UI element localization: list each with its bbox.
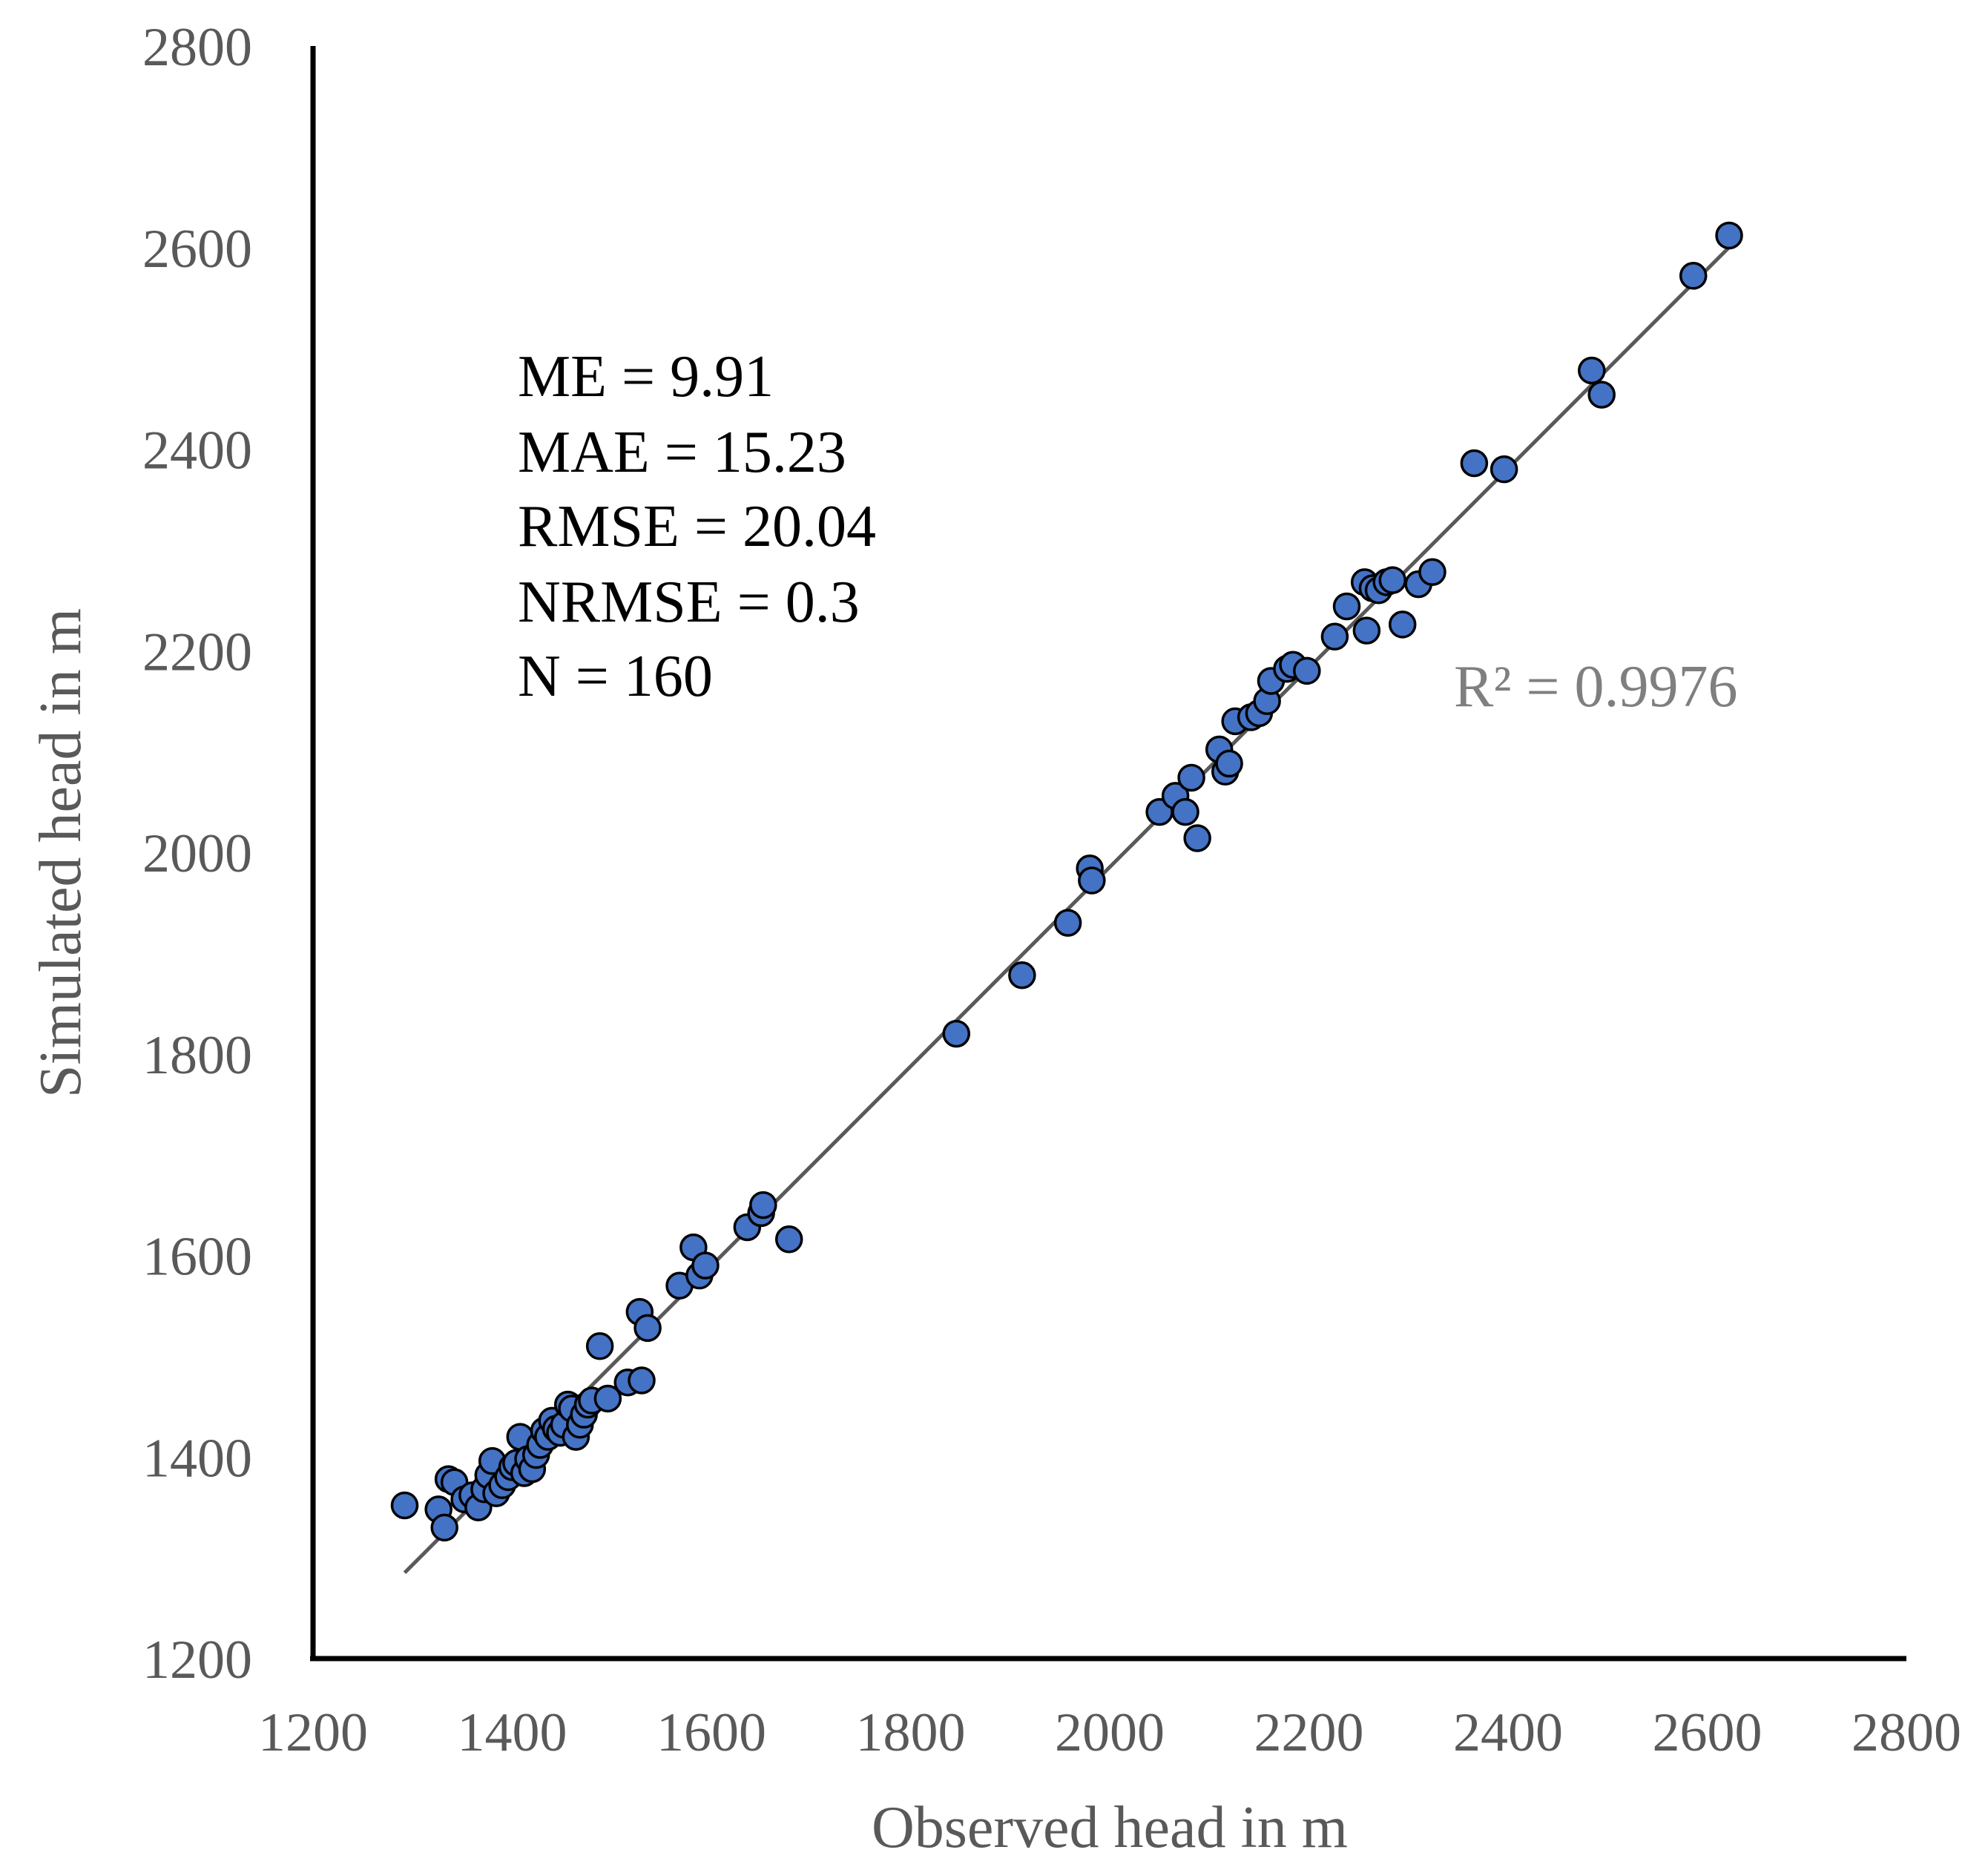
y-axis-title: Simulated head in m: [28, 608, 93, 1098]
x-tick-label: 1600: [656, 1702, 766, 1763]
y-tick-label: 1400: [142, 1428, 252, 1489]
data-point: [1215, 749, 1243, 778]
y-tick-labels: 1200 1400 1600 1800 2000 2200 2400 2600 2800: [142, 17, 252, 1690]
data-point: [1715, 221, 1743, 250]
stats-box: ME = 9.91 MAE = 15.23 RMSE = 20.04 NRMSE…: [518, 344, 876, 709]
stat-mae: MAE = 15.23: [518, 420, 846, 485]
x-tick-label: 2200: [1254, 1702, 1364, 1763]
stat-n: N = 160: [518, 644, 713, 709]
x-tick-label: 1200: [258, 1702, 368, 1763]
data-point: [593, 1384, 622, 1413]
stat-nrmse: NRMSE = 0.3: [518, 570, 860, 635]
axes: [310, 46, 1906, 1662]
data-point: [1078, 866, 1106, 895]
data-point: [1578, 356, 1606, 385]
data-point: [1378, 566, 1407, 594]
y-tick-label: 2200: [142, 622, 252, 682]
data-point: [1008, 961, 1036, 990]
x-tick-label: 2800: [1852, 1702, 1961, 1763]
data-point: [749, 1191, 777, 1219]
data-point: [628, 1366, 656, 1395]
y-tick-label: 1200: [142, 1630, 252, 1690]
data-point: [1679, 262, 1708, 290]
x-tick-labels: 1200 1400 1600 1800 2000 2200 2400 2600 2800: [258, 1702, 1961, 1763]
stat-rmse: RMSE = 20.04: [518, 494, 876, 559]
data-point: [1053, 909, 1082, 937]
data-point: [585, 1332, 614, 1360]
data-point: [1490, 455, 1518, 484]
data-point: [1352, 616, 1381, 645]
x-tick-label: 2600: [1653, 1702, 1762, 1763]
x-axis-title: Observed head in m: [872, 1795, 1348, 1860]
y-tick-label: 2800: [142, 17, 252, 78]
x-tick-label: 1400: [458, 1702, 567, 1763]
data-point: [1418, 558, 1446, 587]
data-point: [691, 1251, 720, 1280]
data-point: [1587, 381, 1616, 409]
data-point: [1320, 622, 1349, 651]
stat-me: ME = 9.91: [518, 344, 774, 409]
y-tick-label: 1600: [142, 1227, 252, 1288]
data-point: [430, 1513, 458, 1542]
y-tick-label: 2600: [142, 219, 252, 280]
data-point: [633, 1314, 662, 1343]
data-point: [1293, 656, 1321, 685]
data-point: [1183, 824, 1211, 852]
data-points: [390, 221, 1743, 1542]
y-tick-label: 2400: [142, 421, 252, 481]
y-tick-label: 2000: [142, 823, 252, 884]
data-point: [774, 1225, 803, 1254]
data-point: [1332, 592, 1361, 621]
data-point: [1460, 449, 1489, 478]
y-tick-label: 1800: [142, 1025, 252, 1086]
data-point: [1171, 797, 1199, 826]
data-point: [1388, 610, 1417, 639]
data-point: [1177, 763, 1205, 792]
data-point: [390, 1491, 419, 1520]
x-tick-label: 1800: [856, 1702, 966, 1763]
data-point: [942, 1019, 971, 1048]
x-tick-label: 2000: [1055, 1702, 1165, 1763]
r-squared-label: R² = 0.9976: [1454, 654, 1737, 720]
x-tick-label: 2400: [1453, 1702, 1563, 1763]
